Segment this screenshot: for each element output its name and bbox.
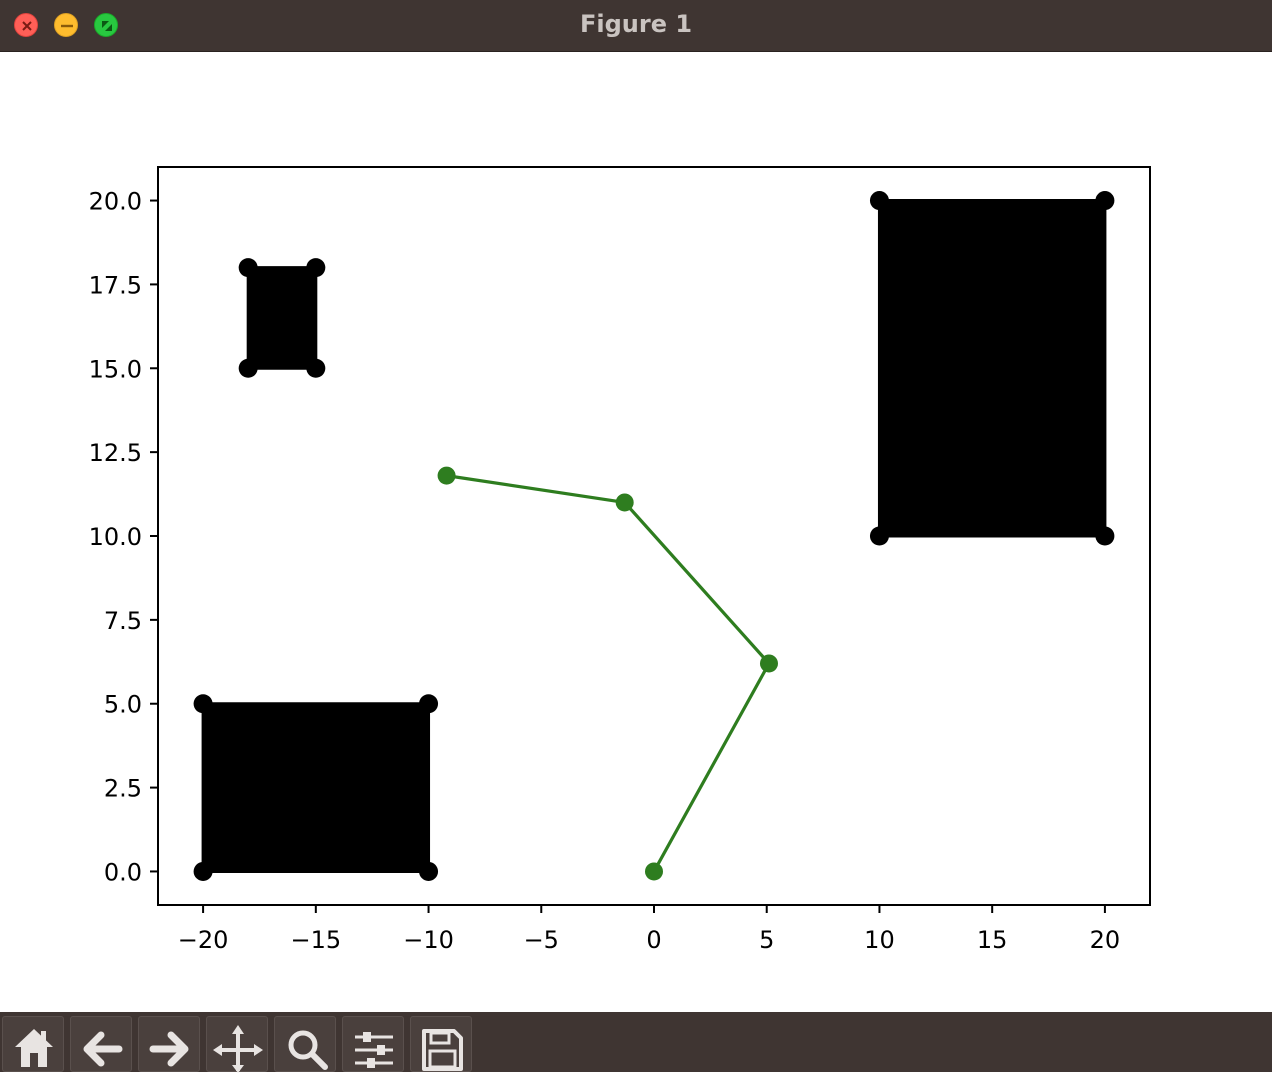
obstacle-2-corner-4 (238, 258, 258, 278)
path-point-4 (437, 466, 456, 485)
y-tick-label: 10.0 (89, 523, 142, 551)
y-tick-label: 0.0 (104, 858, 142, 886)
obstacle-3-corner-3 (1095, 191, 1115, 211)
home-button[interactable] (2, 1016, 64, 1072)
y-tick-label: 7.5 (104, 607, 142, 635)
y-tick-label: 5.0 (104, 691, 142, 719)
x-tick-label: −20 (178, 926, 229, 954)
zoom-button[interactable] (274, 1016, 336, 1072)
arrow-right-icon (149, 1031, 189, 1067)
obstacle-3-corner-2 (1095, 526, 1115, 546)
back-button[interactable] (70, 1016, 132, 1072)
y-tick-label: 15.0 (89, 355, 142, 383)
x-tick-label: 20 (1090, 926, 1121, 954)
figure-canvas[interactable]: −20 −15 −10 −5 0 5 10 15 20 0.0 2.5 5.0 7.5 10.0 12.5 1… (0, 52, 1272, 1012)
x-tick-label: 0 (646, 926, 661, 954)
obstacle-2 (246, 266, 318, 370)
magnifier-icon (288, 1030, 328, 1070)
path-point-3 (615, 493, 634, 512)
fullscreen-icon (102, 21, 112, 31)
path-point-1 (645, 862, 663, 881)
obstacle-1 (201, 702, 431, 873)
obstacle-1-corner-2 (419, 861, 439, 881)
pan-button[interactable] (206, 1016, 268, 1073)
y-tick-label: 12.5 (89, 439, 142, 467)
obstacle-1-corner-1 (193, 861, 213, 881)
zoom-window-button[interactable] (94, 13, 118, 37)
plot-axes[interactable]: −20 −15 −10 −5 0 5 10 15 20 0.0 2.5 5.0 7.5 10.0 12.5 1… (0, 52, 1272, 1012)
obstacle-2-corner-3 (306, 258, 326, 278)
forward-button[interactable] (138, 1016, 200, 1072)
save-button[interactable] (410, 1016, 472, 1072)
window-titlebar: Figure 1 (0, 0, 1272, 52)
obstacle-1-corner-3 (419, 694, 439, 714)
x-tick-label: −15 (290, 926, 341, 954)
obstacle-2-corner-1 (238, 358, 258, 378)
y-tick-label: 17.5 (89, 271, 142, 299)
x-tick-label: 15 (977, 926, 1008, 954)
obstacle-1-corner-4 (193, 694, 213, 714)
close-window-button[interactable] (14, 13, 38, 37)
x-tick-label: 10 (864, 926, 895, 954)
path-point-2 (759, 654, 778, 673)
path-line-1 (446, 474, 771, 873)
configure-subplots-button[interactable] (342, 1016, 404, 1072)
minimize-window-button[interactable] (54, 13, 78, 37)
y-tick-label: 2.5 (104, 775, 142, 803)
obstacle-3-corner-4 (869, 191, 889, 211)
obstacle-2-corner-2 (306, 358, 326, 378)
arrow-left-icon (83, 1031, 123, 1067)
x-tick-label: −5 (524, 926, 559, 954)
navigation-toolbar (0, 1012, 1272, 1073)
minimize-icon (61, 24, 73, 28)
move-icon (213, 1025, 263, 1073)
obstacle-3-corner-1 (869, 526, 889, 546)
window-title: Figure 1 (579, 10, 693, 38)
y-tick-label: 20.0 (89, 188, 142, 216)
close-icon (22, 21, 32, 31)
x-tick-label: −10 (403, 926, 454, 954)
floppy-disk-icon (422, 1029, 463, 1071)
sliders-icon (355, 1032, 393, 1068)
obstacle-3 (877, 199, 1107, 538)
x-tick-label: 5 (759, 926, 774, 954)
home-icon (15, 1029, 53, 1067)
